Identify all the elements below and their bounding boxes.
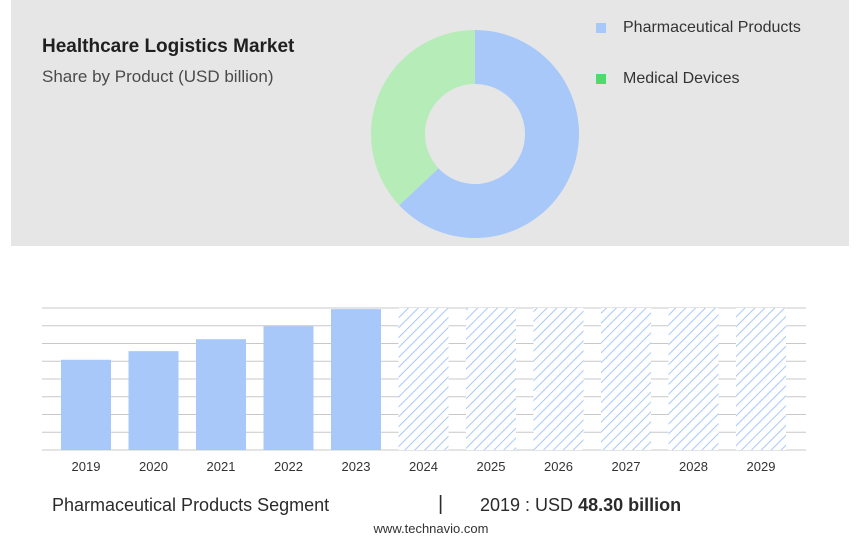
- source-link[interactable]: www.technavio.com: [373, 521, 489, 536]
- donut-chart: [371, 30, 579, 238]
- x-tick-label-2020: 2020: [139, 459, 168, 474]
- x-tick-label-2019: 2019: [72, 459, 101, 474]
- legend-swatch-pharmaceutical: [596, 23, 606, 33]
- bar-2022: [263, 326, 314, 450]
- donut-slice-medical-devices: [371, 30, 475, 206]
- forecast-bar-2025: [466, 308, 516, 450]
- footer-value-prefix: 2019 : USD: [480, 495, 579, 515]
- x-tick-label-2025: 2025: [477, 459, 506, 474]
- forecast-bar-2028: [668, 308, 719, 450]
- chart-subtitle: Share by Product (USD billion): [42, 67, 274, 86]
- chart-title: Healthcare Logistics Market: [42, 36, 295, 57]
- forecast-bar-2029: [736, 308, 786, 450]
- bar-2023: [331, 309, 381, 450]
- legend-label-pharmaceutical: Pharmaceutical Products: [623, 19, 801, 36]
- donut-slice-pharmaceutical-products: [399, 30, 579, 238]
- x-tick-label-2027: 2027: [612, 459, 641, 474]
- x-tick-label-2023: 2023: [342, 459, 371, 474]
- forecast-bar-2026: [533, 308, 584, 450]
- legend-swatch-medical-devices: [596, 74, 606, 84]
- x-tick-label-2021: 2021: [207, 459, 236, 474]
- forecast-bar-2024: [398, 308, 449, 450]
- forecast-bar-2027: [601, 308, 651, 450]
- x-tick-label-2022: 2022: [274, 459, 303, 474]
- footer-value-amount: 48.30 billion: [578, 495, 682, 515]
- bar-chart: 2019 2020 2021 2022 2023 2024 2025 2026 2027 2028…: [42, 307, 806, 474]
- x-tick-label-2026: 2026: [544, 459, 573, 474]
- footer-divider: |: [438, 493, 444, 515]
- x-tick-label-2029: 2029: [747, 459, 776, 474]
- legend-label-medical-devices: Medical Devices: [623, 70, 740, 87]
- bar-2020: [128, 351, 179, 450]
- x-tick-label-2028: 2028: [679, 459, 708, 474]
- x-tick-label-2024: 2024: [409, 459, 438, 474]
- bar-2021: [196, 339, 246, 450]
- bar-2019: [61, 359, 111, 450]
- footer-segment-label: Pharmaceutical Products Segment: [52, 495, 330, 515]
- footer-value: 2019 : USD 48.30 billion: [480, 495, 681, 516]
